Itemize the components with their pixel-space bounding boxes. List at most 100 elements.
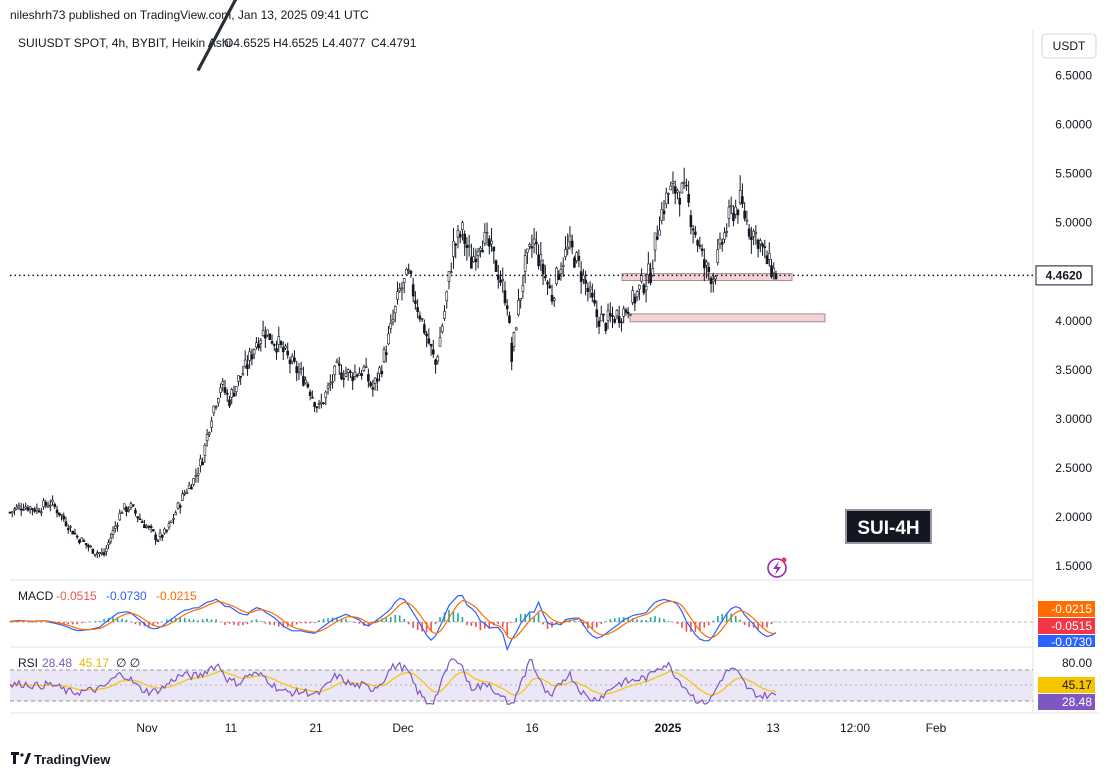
candle-body xyxy=(172,518,175,520)
macd-hist-bar xyxy=(385,617,388,622)
candle-body xyxy=(707,266,711,273)
price-axis[interactable]: 6.50006.00005.50005.00004.50004.00003.50… xyxy=(1055,68,1092,573)
macd-hist-bar xyxy=(430,622,432,632)
macd-hist-bar xyxy=(407,622,410,625)
rsi-extra-marks: ∅ ∅ xyxy=(116,656,140,670)
macd-hist-bar xyxy=(403,619,405,622)
candle-body xyxy=(80,537,83,542)
candle-body xyxy=(485,232,489,234)
candle-body xyxy=(727,206,731,219)
price-tick: 4.0000 xyxy=(1055,314,1092,328)
candle-body xyxy=(566,246,570,250)
candle-body xyxy=(747,228,751,237)
candle-body xyxy=(239,375,242,378)
candle-body xyxy=(326,385,330,389)
candle-body xyxy=(752,231,755,237)
candle-body xyxy=(427,338,431,344)
candle-body xyxy=(62,515,66,520)
macd-hist-bar xyxy=(85,622,87,623)
candle-body xyxy=(290,356,294,362)
rsi-pane: RSI 28.48 45.17 ∅ ∅ xyxy=(9,656,1033,705)
candle-body xyxy=(402,278,406,283)
time-tick: Nov xyxy=(136,721,157,735)
macd-hist-bar xyxy=(716,616,719,622)
macd-hist-bar xyxy=(398,615,401,622)
candle-body xyxy=(46,505,50,508)
candle-body xyxy=(664,192,668,205)
tv-brand: TradingView xyxy=(34,752,111,767)
candle-body xyxy=(573,257,576,268)
candle-body xyxy=(443,311,446,319)
macd-hist-bar xyxy=(672,622,674,623)
pane-borders xyxy=(10,30,1099,714)
candle-body xyxy=(154,534,157,541)
macd-hist-bar xyxy=(327,618,329,622)
candle-body xyxy=(53,504,57,508)
price-tick: 3.5000 xyxy=(1055,363,1092,377)
candle-body xyxy=(210,420,213,428)
macd-hist-bar xyxy=(260,621,262,622)
macd-hist-bar xyxy=(761,622,764,629)
candle-body xyxy=(676,190,679,193)
candle-body xyxy=(317,403,321,405)
candle-body xyxy=(127,509,131,512)
candle-body xyxy=(490,240,493,245)
macd-hist-bar xyxy=(242,622,244,626)
price-tick: 1.5000 xyxy=(1055,559,1092,573)
candle-body xyxy=(593,299,596,304)
candle-body xyxy=(35,507,39,511)
macd-hist-bar xyxy=(506,622,509,636)
tradingview-logo[interactable]: TradingView xyxy=(11,752,111,767)
candle-body xyxy=(279,341,283,345)
support-zone xyxy=(629,313,826,323)
candle-body xyxy=(264,334,267,339)
currency-button[interactable]: USDT xyxy=(1041,33,1097,59)
candle-body xyxy=(434,359,437,365)
macd-hist-bar xyxy=(775,621,777,622)
candle-body xyxy=(203,445,207,456)
candle-body xyxy=(528,244,531,247)
time-axis[interactable]: Nov 11 21 Dec 16 2025 13 12:00 Feb xyxy=(136,721,946,735)
candle-body xyxy=(73,532,77,535)
macd-hist-bar xyxy=(466,622,468,626)
candle-body xyxy=(761,243,764,247)
candle-body xyxy=(429,344,433,347)
candle-body xyxy=(579,271,583,282)
candle-body xyxy=(275,348,278,353)
candle-body xyxy=(91,548,95,554)
candle-body xyxy=(250,354,254,360)
candle-body xyxy=(438,337,442,347)
macd-line xyxy=(9,594,777,652)
candle-body xyxy=(78,539,81,544)
macd-hist-bar xyxy=(470,622,473,627)
rsi-line xyxy=(9,658,777,705)
candle-body xyxy=(642,284,646,294)
candle-body xyxy=(738,190,742,204)
candle-body xyxy=(759,240,762,245)
candle-body xyxy=(635,291,639,298)
lightning-icon[interactable] xyxy=(767,557,787,578)
candle-body xyxy=(698,245,702,247)
candle-body xyxy=(116,524,119,527)
candle-body xyxy=(208,432,211,435)
candle-body xyxy=(87,545,90,548)
tv-logo-icon xyxy=(11,752,19,764)
macd-hist-bar xyxy=(273,622,276,626)
candle-body xyxy=(660,209,664,221)
candle-body xyxy=(662,210,666,215)
candle-body xyxy=(183,492,187,495)
symbol-title[interactable]: SUIUSDT SPOT, 4h, BYBIT, Heikin Ashi xyxy=(18,36,231,50)
candle-body xyxy=(750,236,753,240)
ohlc-high: H4.6525 xyxy=(273,36,319,50)
macd-hist-bar xyxy=(336,618,338,622)
candle-body xyxy=(344,373,348,377)
candle-body xyxy=(246,364,249,369)
candle-body xyxy=(647,263,650,275)
candle-body xyxy=(602,313,605,316)
candle-body xyxy=(367,374,370,382)
candle-body xyxy=(624,309,628,313)
candle-body xyxy=(703,259,706,269)
candle-body xyxy=(140,521,144,523)
candle-body xyxy=(13,508,16,511)
candle-body xyxy=(84,543,88,546)
